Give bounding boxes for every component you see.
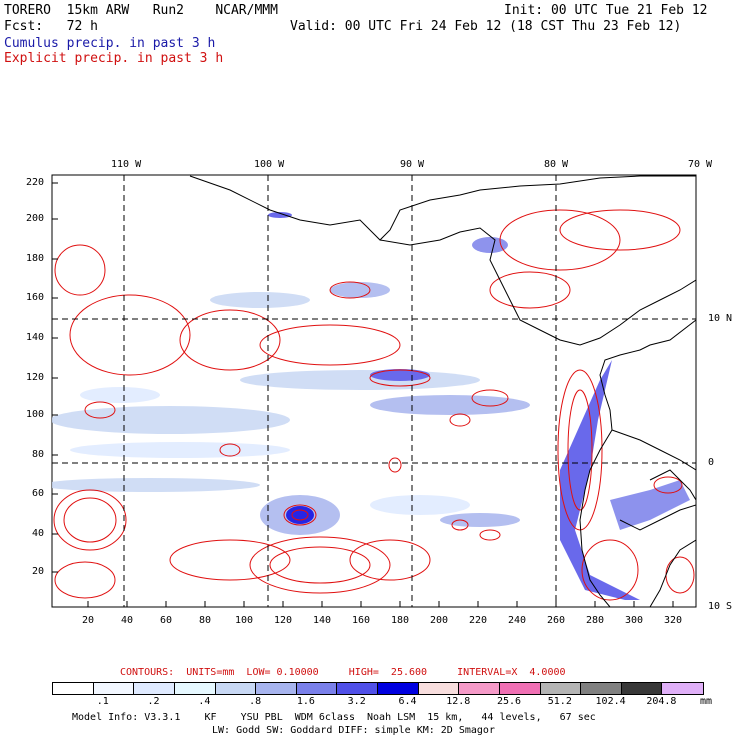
legend-swatch <box>214 682 257 695</box>
forecast-hour: Fcst: 72 h <box>4 19 98 34</box>
lat-label: 10 N <box>708 313 733 324</box>
x-tick-label: 320 <box>664 615 683 626</box>
physics-info: LW: Godd SW: Goddard DIFF: simple KM: 2D… <box>212 725 495 736</box>
x-tick-label: 120 <box>274 615 293 626</box>
legend-label: .8 <box>249 696 262 707</box>
x-tick-label: 140 <box>313 615 332 626</box>
legend-label: 3.2 <box>347 696 366 707</box>
coastlines <box>189 175 696 607</box>
cumulus-field-label: Cumulus precip. in past 3 h <box>4 36 216 51</box>
legend-label: 102.4 <box>595 696 626 707</box>
legend-swatch <box>417 682 460 695</box>
x-tick-label: 60 <box>160 615 173 626</box>
x-tick-label: 160 <box>352 615 371 626</box>
legend-swatch <box>133 682 175 695</box>
legend-label: .4 <box>198 696 211 707</box>
legend-swatch <box>498 682 541 695</box>
legend-swatch <box>377 682 419 695</box>
legend-label: .2 <box>147 696 160 707</box>
x-tick-label: 40 <box>121 615 134 626</box>
legend-swatch <box>295 682 338 695</box>
lon-label: 100 W <box>254 159 285 170</box>
y-tick-label: 60 <box>32 488 45 499</box>
x-tick-label: 100 <box>235 615 254 626</box>
x-tick-label: 260 <box>547 615 566 626</box>
legend-swatch <box>458 682 500 695</box>
legend-label: .1 <box>96 696 109 707</box>
y-tick-label: 20 <box>32 566 45 577</box>
lon-label: 80 W <box>544 159 569 170</box>
x-tick-label: 240 <box>508 615 527 626</box>
lat-lon-grid <box>52 175 696 607</box>
legend-swatch <box>620 682 663 695</box>
legend-swatch <box>539 682 582 695</box>
lat-label: 10 S <box>708 601 733 612</box>
lon-label: 90 W <box>400 159 425 170</box>
lon-label: 110 W <box>111 159 142 170</box>
model-title: TORERO 15km ARW Run2 NCAR/MMM <box>4 3 278 18</box>
legend-label: 1.6 <box>296 696 315 707</box>
y-tick-label: 100 <box>26 409 45 420</box>
legend-swatch <box>52 682 94 695</box>
x-tick-label: 20 <box>82 615 95 626</box>
x-tick-label: 200 <box>430 615 449 626</box>
y-tick-label: 220 <box>26 177 45 188</box>
contour-info: CONTOURS: UNITS=mm LOW= 0.10000 HIGH= 25… <box>120 667 566 678</box>
cumulus-precip-shading <box>52 212 690 600</box>
x-tick-label: 180 <box>391 615 410 626</box>
model-info: Model Info: V3.3.1 KF YSU PBL WDM 6class… <box>72 712 596 723</box>
legend-swatch <box>255 682 297 695</box>
init-time: Init: 00 UTC Tue 21 Feb 12 <box>504 3 708 18</box>
legend-label: 51.2 <box>547 696 572 707</box>
legend-label: 6.4 <box>398 696 417 707</box>
lat-label: 0 <box>708 457 715 468</box>
legend-swatch <box>173 682 216 695</box>
y-tick-label: 120 <box>26 372 45 383</box>
y-tick-label: 160 <box>26 292 45 303</box>
lon-label: 70 W <box>688 159 713 170</box>
y-tick-label: 40 <box>32 528 45 539</box>
y-tick-label: 80 <box>32 449 45 460</box>
x-tick-label: 300 <box>625 615 644 626</box>
y-tick-label: 200 <box>26 213 45 224</box>
legend-unit: mm <box>700 696 713 707</box>
axis-ticks <box>52 182 674 607</box>
explicit-field-label: Explicit precip. in past 3 h <box>4 51 224 66</box>
legend-label: 25.6 <box>496 696 522 707</box>
legend-swatch <box>92 682 135 695</box>
x-tick-label: 220 <box>469 615 488 626</box>
y-tick-label: 140 <box>26 332 45 343</box>
valid-time: Valid: 00 UTC Fri 24 Feb 12 (18 CST Thu … <box>290 19 682 34</box>
x-tick-label: 280 <box>586 615 605 626</box>
legend-swatch <box>580 682 622 695</box>
x-tick-label: 80 <box>199 615 212 626</box>
legend-swatch <box>336 682 378 695</box>
y-tick-label: 180 <box>26 253 45 264</box>
legend-label: 204.8 <box>646 696 677 707</box>
legend-label: 12.8 <box>446 696 471 707</box>
legend-swatch <box>661 682 704 695</box>
